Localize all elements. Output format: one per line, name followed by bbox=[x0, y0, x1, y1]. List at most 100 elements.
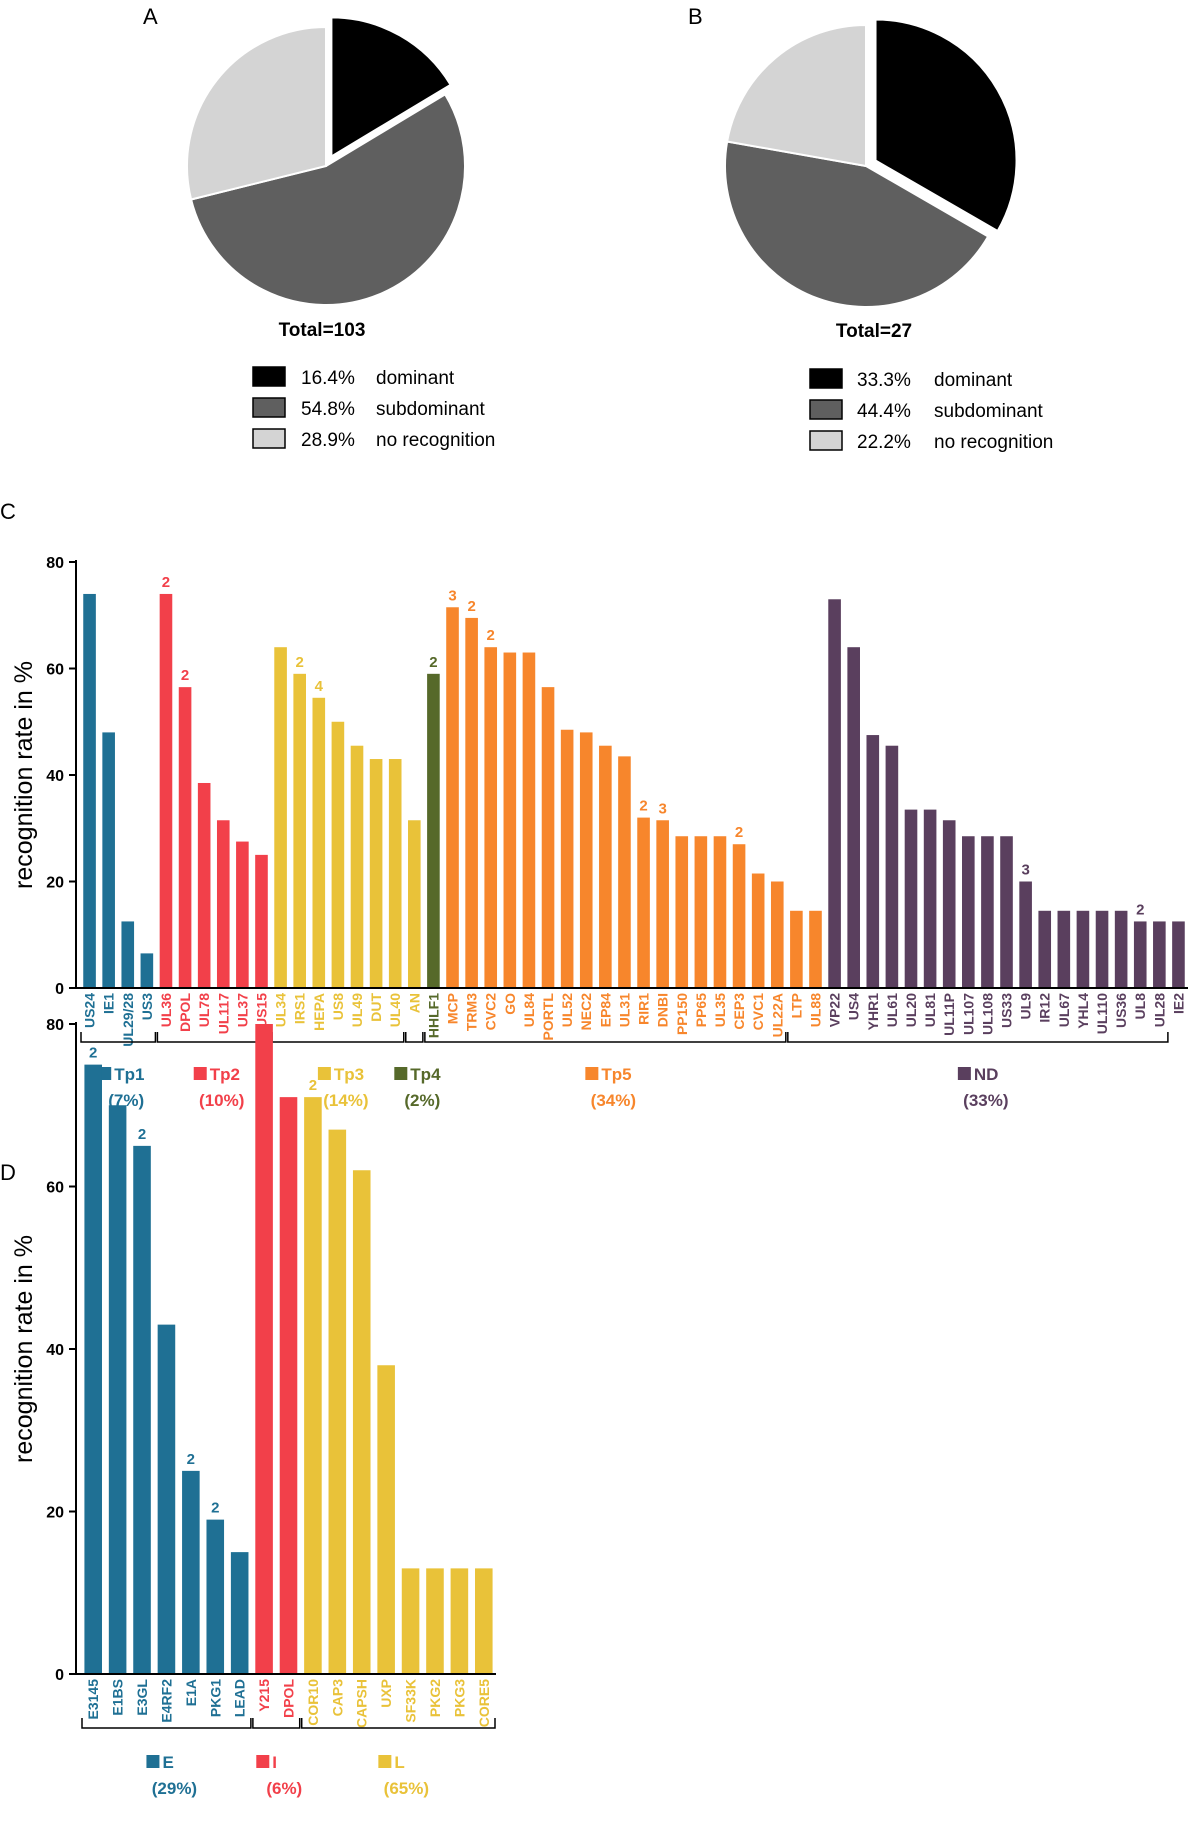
chart-c-category-label: UL36 bbox=[158, 993, 174, 1027]
chart-d-group-name: L bbox=[394, 1753, 404, 1772]
chart-c-bar-hhlf1 bbox=[427, 673, 440, 988]
chart-c-category-label: LTP bbox=[788, 993, 804, 1018]
chart-c-bar-ul78 bbox=[197, 782, 211, 988]
chart-c-bar-dpol bbox=[178, 687, 192, 988]
chart-d-category-label: E1A bbox=[183, 1679, 199, 1706]
chart-c-category-label: UL22A bbox=[769, 993, 785, 1037]
chart-c-bar-ul108 bbox=[981, 836, 994, 988]
chart-c-category-label: UL67 bbox=[1056, 993, 1072, 1027]
legend-a-pct-dominant: 16.4% bbox=[301, 368, 355, 389]
chart-c-category-label: UL78 bbox=[196, 993, 212, 1027]
chart-c-group-name: Tp3 bbox=[334, 1065, 364, 1084]
chart-d-group-percent: (65%) bbox=[384, 1779, 429, 1798]
chart-c-category-label: YHL4 bbox=[1075, 993, 1091, 1029]
chart-d-bar-e4rf2 bbox=[157, 1324, 176, 1674]
chart-c-bar-ul28 bbox=[1153, 921, 1166, 988]
chart-d-bar-count-label: 2 bbox=[138, 1126, 146, 1143]
chart-c-bar-count-label: 2 bbox=[639, 798, 647, 815]
chart-d-category-label: CAPSH bbox=[354, 1679, 370, 1728]
chart-d-bar-pkg3 bbox=[450, 1568, 469, 1674]
chart-c-group-bracket bbox=[405, 1032, 424, 1043]
chart-c-category-label: UL84 bbox=[521, 993, 537, 1027]
chart-c-category-label: UL11P bbox=[941, 993, 957, 1036]
legend-b-label-dominant: dominant bbox=[934, 370, 1013, 391]
chart-c-group-percent: (14%) bbox=[323, 1091, 368, 1110]
chart-c-bar-ltp bbox=[790, 910, 803, 988]
chart-c-category-label: UL20 bbox=[903, 993, 919, 1027]
chart-d-bar-pkg1 bbox=[206, 1519, 225, 1674]
chart-d-category-label: PKG1 bbox=[207, 1679, 223, 1717]
chart-c-category-label: PP150 bbox=[674, 993, 690, 1035]
chart-c-bar-ul117 bbox=[216, 820, 230, 988]
panel-d: D 0 20 40 60 80 recognition rate in % E3145 2 E1… bbox=[0, 1017, 496, 1798]
legend-a-swatch-dominant bbox=[252, 366, 286, 387]
pie-b-legend: 33.3% dominant 44.4% subdominant 22.2% n… bbox=[809, 368, 1053, 453]
chart-c-group-percent: (34%) bbox=[591, 1091, 636, 1110]
chart-c-bar-us33 bbox=[1000, 836, 1013, 988]
chart-c-bar-mcp bbox=[446, 607, 459, 988]
chart-c-category-label: DNBI bbox=[655, 993, 671, 1027]
legend-b-swatch-dominant bbox=[809, 368, 843, 389]
chart-c-bar-ul110 bbox=[1095, 910, 1109, 988]
chart-d-bar-cap3 bbox=[328, 1129, 347, 1674]
chart-d-group-name: I bbox=[272, 1753, 277, 1772]
chart-c-category-label: US36 bbox=[1113, 993, 1129, 1028]
chart-c-bar-count-label: 3 bbox=[1021, 862, 1029, 879]
chart-d-group-swatch bbox=[256, 1755, 270, 1768]
chart-c-bar-rir1 bbox=[637, 817, 650, 988]
chart-c-bar-dut bbox=[369, 759, 383, 988]
chart-d-group-percent: (29%) bbox=[152, 1779, 197, 1798]
chart-d-bar-e3145 bbox=[84, 1064, 102, 1674]
legend-b-label-no-recognition: no recognition bbox=[934, 432, 1053, 453]
chart-d-category-label: Y215 bbox=[256, 1679, 272, 1712]
chart-c-bar-ul22a bbox=[770, 881, 784, 988]
legend-a-swatch-no-recognition bbox=[252, 428, 286, 449]
chart-d-y-tick-label: 40 bbox=[46, 1342, 64, 1359]
chart-d-group-swatch bbox=[146, 1755, 160, 1768]
chart-c-group-name: Tp5 bbox=[601, 1065, 631, 1084]
chart-c-bar-us36 bbox=[1114, 910, 1128, 988]
chart-d-category-label: PKG3 bbox=[451, 1679, 467, 1717]
chart-c-category-label: US8 bbox=[330, 993, 346, 1020]
legend-b-label-subdominant: subdominant bbox=[934, 401, 1044, 422]
chart-c-group-percent: (10%) bbox=[199, 1091, 244, 1110]
chart-d-group-bracket bbox=[252, 1718, 301, 1729]
chart-d-bar-capsh bbox=[352, 1170, 371, 1674]
chart-d-category-label: CAP3 bbox=[329, 1679, 345, 1717]
chart-c-bar-an bbox=[408, 820, 421, 988]
chart-c-bar-ul11p bbox=[942, 820, 956, 988]
chart-c-bar-count-label: 2 bbox=[296, 654, 304, 671]
chart-d-bar-cor10 bbox=[304, 1097, 322, 1674]
chart-c-bar-irs1 bbox=[293, 673, 306, 988]
chart-c-group-swatch bbox=[193, 1067, 207, 1080]
chart-c-group-bracket bbox=[271, 1032, 405, 1043]
chart-c-bar-yhr1 bbox=[866, 735, 880, 988]
chart-c-group-name: ND bbox=[974, 1065, 999, 1084]
chart-c-bar-us24 bbox=[83, 593, 96, 988]
chart-d-category-label: PKG2 bbox=[427, 1679, 443, 1717]
chart-d-category-label: E4RF2 bbox=[158, 1679, 174, 1723]
chart-c-bar-count-label: 3 bbox=[448, 587, 456, 604]
chart-d-group-bracket bbox=[300, 1718, 496, 1729]
chart-c-bar-dnbi bbox=[656, 820, 669, 988]
chart-d-bar-e3gl bbox=[133, 1145, 151, 1674]
chart-c-bar-ul36 bbox=[159, 593, 173, 988]
chart-c-category-label: UL9 bbox=[1018, 993, 1034, 1020]
chart-c-category-label: PORTL bbox=[540, 993, 556, 1041]
chart-c-bar-ul37 bbox=[236, 841, 249, 988]
chart-c-group-name: Tp1 bbox=[114, 1065, 144, 1084]
chart-d-bar-count-label: 2 bbox=[187, 1451, 195, 1468]
chart-c-group-swatch bbox=[394, 1067, 408, 1080]
chart-d-bar-uxp bbox=[377, 1365, 395, 1674]
chart-c-category-label: IRS1 bbox=[292, 993, 308, 1024]
chart-c-bar-pp65 bbox=[694, 836, 708, 988]
chart-d-category-label: E3145 bbox=[85, 1679, 101, 1720]
chart-d-bar-e1bs bbox=[108, 1105, 127, 1674]
chart-c-bar-ie1 bbox=[102, 732, 115, 988]
chart-c-category-label: US15 bbox=[253, 993, 269, 1028]
chart-c-category-label: CEP3 bbox=[731, 993, 747, 1030]
chart-d-group-percent: (6%) bbox=[266, 1779, 302, 1798]
chart-d-y-tick-label: 60 bbox=[46, 1180, 64, 1197]
chart-c-bar-ul20 bbox=[904, 809, 918, 988]
chart-c-bar-ul31 bbox=[618, 756, 631, 988]
